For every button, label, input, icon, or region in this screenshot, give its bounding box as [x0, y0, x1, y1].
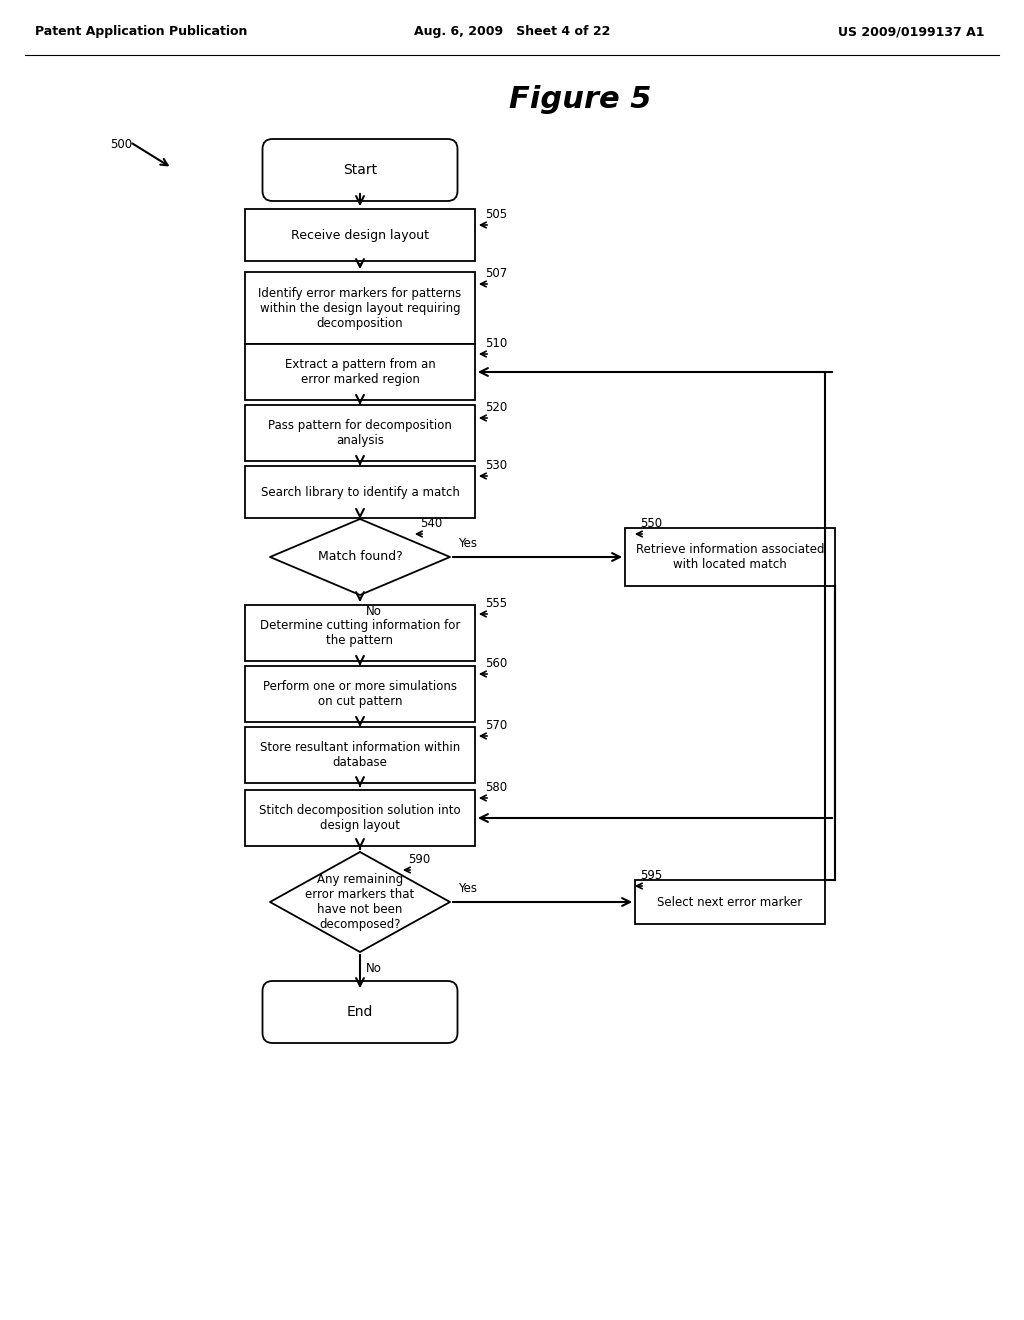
- Bar: [245, 667, 475, 722]
- Text: Receive design layout: Receive design layout: [291, 228, 429, 242]
- Text: 570: 570: [485, 719, 507, 733]
- Text: 520: 520: [485, 401, 507, 414]
- Text: 505: 505: [485, 209, 507, 220]
- Text: 530: 530: [485, 459, 507, 473]
- Text: Retrieve information associated
with located match: Retrieve information associated with loc…: [636, 543, 824, 572]
- Text: 580: 580: [485, 781, 507, 795]
- Text: No: No: [366, 962, 382, 975]
- Text: Start: Start: [343, 162, 377, 177]
- Bar: [245, 605, 475, 661]
- FancyBboxPatch shape: [262, 981, 458, 1043]
- Text: Match found?: Match found?: [317, 550, 402, 564]
- Text: Select next error marker: Select next error marker: [657, 895, 803, 908]
- Text: Pass pattern for decomposition
analysis: Pass pattern for decomposition analysis: [268, 418, 452, 447]
- Bar: [245, 405, 475, 461]
- Text: 555: 555: [485, 597, 507, 610]
- Bar: [245, 789, 475, 846]
- Text: Store resultant information within
database: Store resultant information within datab…: [260, 741, 460, 770]
- Text: 595: 595: [640, 869, 663, 882]
- FancyBboxPatch shape: [262, 139, 458, 201]
- Text: Identify error markers for patterns
within the design layout requiring
decomposi: Identify error markers for patterns with…: [258, 286, 462, 330]
- Text: 590: 590: [408, 853, 430, 866]
- Text: Search library to identify a match: Search library to identify a match: [260, 486, 460, 499]
- Text: 550: 550: [640, 517, 663, 531]
- Bar: [245, 466, 475, 517]
- Polygon shape: [270, 519, 450, 595]
- Bar: [245, 345, 475, 400]
- Polygon shape: [270, 851, 450, 952]
- Text: Patent Application Publication: Patent Application Publication: [35, 25, 248, 38]
- Text: Yes: Yes: [458, 882, 477, 895]
- Text: 510: 510: [485, 337, 507, 350]
- Bar: [625, 528, 835, 586]
- Text: Determine cutting information for
the pattern: Determine cutting information for the pa…: [260, 619, 460, 647]
- Text: Any remaining
error markers that
have not been
decomposed?: Any remaining error markers that have no…: [305, 873, 415, 931]
- Text: No: No: [366, 605, 382, 618]
- Text: Aug. 6, 2009   Sheet 4 of 22: Aug. 6, 2009 Sheet 4 of 22: [414, 25, 610, 38]
- Text: Extract a pattern from an
error marked region: Extract a pattern from an error marked r…: [285, 358, 435, 385]
- Bar: [635, 880, 825, 924]
- Text: Yes: Yes: [458, 537, 477, 550]
- Bar: [245, 727, 475, 783]
- Text: 500: 500: [110, 139, 132, 150]
- Bar: [245, 209, 475, 261]
- Text: Figure 5: Figure 5: [509, 86, 651, 115]
- Text: US 2009/0199137 A1: US 2009/0199137 A1: [839, 25, 985, 38]
- Text: Perform one or more simulations
on cut pattern: Perform one or more simulations on cut p…: [263, 680, 457, 708]
- Text: End: End: [347, 1005, 373, 1019]
- Bar: [245, 272, 475, 345]
- Text: 507: 507: [485, 267, 507, 280]
- Text: 540: 540: [420, 517, 442, 531]
- Text: Stitch decomposition solution into
design layout: Stitch decomposition solution into desig…: [259, 804, 461, 832]
- Text: 560: 560: [485, 657, 507, 671]
